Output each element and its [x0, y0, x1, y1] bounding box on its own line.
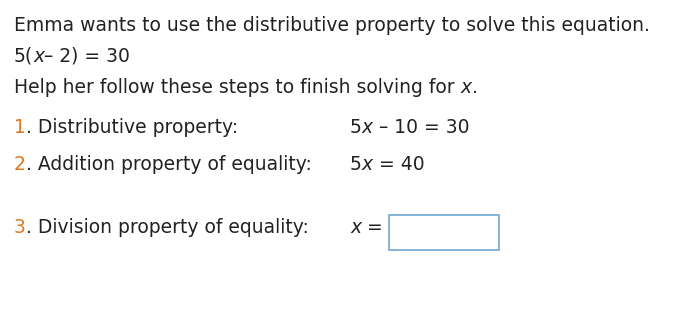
Text: 2: 2	[14, 155, 26, 174]
Text: 5(: 5(	[14, 47, 33, 66]
Text: Help her follow these steps to finish solving for: Help her follow these steps to finish so…	[14, 78, 461, 97]
Text: 5: 5	[350, 155, 362, 174]
Text: x: x	[362, 155, 373, 174]
Text: 1: 1	[14, 118, 26, 137]
Text: – 10 = 30: – 10 = 30	[373, 118, 470, 137]
Text: . Addition property of equality:: . Addition property of equality:	[26, 155, 312, 174]
Text: Emma wants to use the distributive property to solve this equation.: Emma wants to use the distributive prope…	[14, 16, 650, 35]
Text: x: x	[33, 47, 45, 66]
Text: x: x	[362, 118, 373, 137]
Text: =: =	[361, 218, 389, 237]
FancyBboxPatch shape	[389, 215, 499, 250]
Text: . Distributive property:: . Distributive property:	[26, 118, 238, 137]
Text: – 2) = 30: – 2) = 30	[45, 47, 130, 66]
Text: x: x	[461, 78, 472, 97]
Text: 3: 3	[14, 218, 26, 237]
Text: .: .	[472, 78, 477, 97]
Text: 5: 5	[350, 118, 362, 137]
Text: x: x	[350, 218, 361, 237]
Text: . Division property of equality:: . Division property of equality:	[26, 218, 309, 237]
Text: = 40: = 40	[373, 155, 424, 174]
